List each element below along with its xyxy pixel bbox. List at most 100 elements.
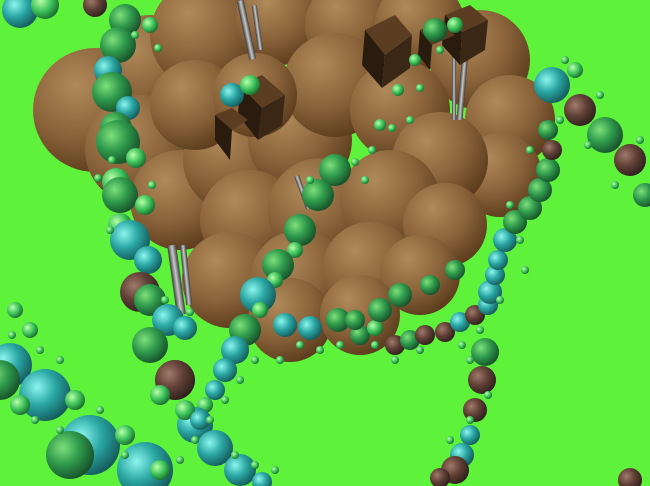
- bead: [262, 249, 294, 281]
- bead: [614, 144, 646, 176]
- bead: [528, 178, 552, 202]
- bead: [409, 54, 421, 66]
- bead: [252, 472, 272, 486]
- bead: [493, 228, 517, 252]
- bead: [19, 369, 71, 421]
- bead: [306, 176, 314, 184]
- bead: [121, 451, 129, 459]
- bead: [271, 466, 279, 474]
- bead: [273, 313, 297, 337]
- bead: [361, 176, 369, 184]
- bead: [596, 91, 604, 99]
- bead: [564, 94, 596, 126]
- bead: [436, 46, 444, 54]
- bead: [415, 325, 435, 345]
- bead: [316, 346, 324, 354]
- bead: [221, 396, 229, 404]
- bead: [298, 316, 322, 340]
- bead: [458, 341, 466, 349]
- bead: [476, 326, 484, 334]
- bead: [488, 250, 508, 270]
- bead: [106, 226, 114, 234]
- bead: [468, 366, 496, 394]
- bead: [446, 436, 454, 444]
- bead: [516, 236, 524, 244]
- bead: [287, 242, 303, 258]
- bead: [521, 266, 529, 274]
- bead: [65, 390, 85, 410]
- bead: [447, 17, 463, 33]
- bead: [8, 331, 16, 339]
- bead: [46, 431, 94, 479]
- bead: [31, 0, 59, 19]
- bead: [240, 75, 260, 95]
- bead: [534, 67, 570, 103]
- bead: [319, 154, 351, 186]
- bead: [2, 0, 38, 28]
- bead: [251, 356, 259, 364]
- bead: [276, 356, 284, 364]
- bead: [252, 302, 268, 318]
- bead: [135, 195, 155, 215]
- bead: [326, 308, 350, 332]
- bead: [108, 156, 116, 164]
- bead: [296, 341, 304, 349]
- bead: [618, 468, 642, 486]
- bead: [445, 260, 465, 280]
- bead: [538, 120, 558, 140]
- bead: [556, 116, 564, 124]
- bead: [154, 44, 162, 52]
- bead: [636, 136, 644, 144]
- bead: [134, 246, 162, 274]
- bead: [190, 410, 210, 430]
- bead: [336, 341, 344, 349]
- bead: [345, 310, 365, 330]
- bead: [368, 298, 392, 322]
- bead: [496, 296, 504, 304]
- bead: [150, 460, 170, 480]
- bead: [150, 385, 170, 405]
- bead: [542, 140, 562, 160]
- bead: [36, 346, 44, 354]
- bead: [173, 316, 197, 340]
- bead: [22, 322, 38, 338]
- bead: [416, 346, 424, 354]
- bead: [466, 356, 474, 364]
- bead: [392, 84, 404, 96]
- bead: [450, 312, 470, 332]
- bead: [536, 158, 560, 182]
- bead: [236, 376, 244, 384]
- bead: [284, 214, 316, 246]
- bead: [484, 391, 492, 399]
- bead: [584, 141, 592, 149]
- bead: [471, 338, 499, 366]
- bead: [161, 296, 169, 304]
- bead: [351, 158, 359, 166]
- bead: [460, 425, 480, 445]
- bead: [302, 179, 334, 211]
- bead: [213, 358, 237, 382]
- bead: [10, 395, 30, 415]
- bead: [115, 425, 135, 445]
- bead: [0, 360, 20, 400]
- bead: [220, 83, 244, 107]
- bead: [83, 0, 107, 17]
- bead: [126, 148, 146, 168]
- bead: [131, 31, 139, 39]
- bead: [391, 356, 399, 364]
- bead: [191, 436, 199, 444]
- bead: [466, 416, 474, 424]
- bead: [567, 62, 583, 78]
- bead: [175, 400, 195, 420]
- bead: [132, 327, 168, 363]
- bead: [420, 275, 440, 295]
- bead: [478, 280, 502, 304]
- bead: [96, 406, 104, 414]
- bead: [56, 426, 64, 434]
- bead: [31, 416, 39, 424]
- bead: [503, 210, 527, 234]
- bead: [388, 283, 412, 307]
